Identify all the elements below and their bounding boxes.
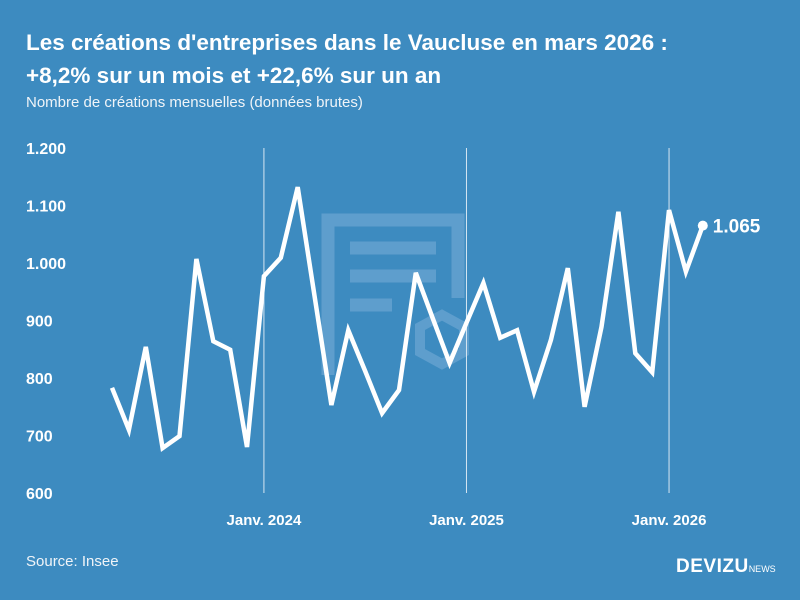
y-tick-label: 700: [26, 429, 53, 446]
chart-title: Les créations d'entreprises dans le Vauc…: [26, 26, 668, 92]
logo-suffix: NEWS: [748, 564, 776, 574]
devizu-logo: DEVIZUNEWS: [676, 556, 776, 578]
series-line: [109, 186, 705, 453]
y-tick-label: 900: [26, 314, 53, 331]
x-tick-label: Janv. 2026: [632, 512, 707, 529]
y-tick-label: 1.200: [26, 141, 66, 158]
x-tick-label: Janv. 2025: [429, 512, 504, 529]
last-point-marker: [697, 220, 708, 231]
last-value-label: 1.065: [713, 217, 761, 238]
title-line-1: Les créations d'entreprises dans le Vauc…: [26, 30, 668, 55]
chart-subtitle: Nombre de créations mensuelles (données …: [26, 94, 363, 111]
logo-text: DEVIZU: [676, 556, 749, 577]
y-tick-label: 1.000: [26, 256, 66, 273]
x-tick-label: Janv. 2024: [227, 512, 302, 529]
y-tick-label: 600: [26, 486, 53, 503]
source-note: Source: Insee: [26, 553, 119, 570]
y-tick-label: 1.100: [26, 199, 66, 216]
title-line-2: +8,2% sur un mois et +22,6% sur un an: [26, 63, 442, 88]
y-tick-label: 800: [26, 371, 53, 388]
